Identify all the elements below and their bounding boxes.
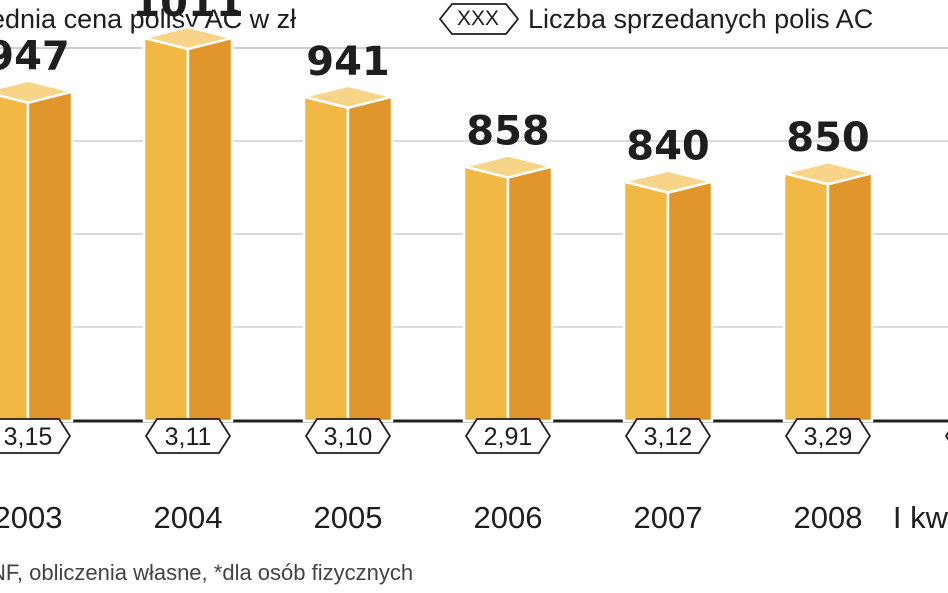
bar-front-face — [142, 36, 190, 423]
bar-top-face — [783, 160, 873, 186]
bar-top-face — [303, 84, 393, 110]
bar-value-label: 941 — [306, 39, 390, 85]
bar-front-face — [302, 95, 350, 423]
legend-hexagon-icon — [438, 3, 520, 35]
legend-count-marker-text: XXX — [456, 7, 500, 30]
count-value-label: 2,91 — [484, 423, 533, 451]
bar-value-label: 840 — [626, 124, 710, 170]
hexagon-icon — [624, 418, 712, 454]
bar-side-face — [666, 179, 714, 423]
x-tick-label: 2008 — [794, 500, 863, 535]
x-tick-label: 2005 — [314, 500, 383, 535]
bar-side-face — [826, 171, 874, 423]
legend-count-label: Liczba sprzedanych polis AC — [528, 4, 874, 34]
count-value-label: 3,12 — [644, 423, 693, 451]
count-value-label: 3,11 — [165, 423, 212, 451]
bar-value-label: 850 — [786, 115, 870, 161]
hexagon-icon — [144, 418, 232, 454]
hexagon-icon — [0, 418, 72, 454]
bar-2004 — [142, 25, 234, 423]
x-tick-label: I kw — [893, 500, 948, 535]
bar-2005 — [302, 84, 394, 423]
bar-side-face — [506, 164, 554, 423]
bar-front-face — [462, 164, 510, 423]
bar-side-face — [186, 36, 234, 423]
bar-top-face — [623, 169, 713, 194]
bar-front-face — [0, 94, 30, 423]
hexagon-icon — [304, 418, 392, 454]
x-tick-label: 2004 — [154, 500, 223, 535]
bar-front-face — [782, 171, 830, 423]
bar-side-face — [26, 90, 74, 423]
source-footnote: NF, obliczenia własne, *dla osób fizyczn… — [0, 560, 414, 585]
bar-2003 — [0, 79, 74, 423]
bar-top-face — [463, 154, 553, 179]
count-value-label: 3,15 — [4, 423, 53, 451]
bar-2006 — [462, 154, 554, 423]
count-badge-2004: 3,11 — [144, 418, 232, 454]
bar-top-face — [0, 79, 73, 105]
bar-side-face — [346, 95, 394, 423]
bars-layer — [0, 25, 874, 423]
bar-top-face — [143, 25, 233, 51]
bar-2007 — [622, 169, 714, 423]
count-badge-2008: 3,29 — [784, 418, 872, 454]
labels-layer: 947 3,15 2003 1011 3,11 2004 941 3,10 2005 858 2,9… — [0, 0, 948, 535]
x-tick-label: 2006 — [474, 500, 543, 535]
bar-front-face — [622, 179, 670, 423]
bar-value-label: 858 — [466, 108, 550, 154]
x-tick-label: 2007 — [634, 500, 703, 535]
hexagon-icon — [464, 418, 552, 454]
count-badge-2007: 3,12 — [624, 418, 712, 454]
legend-price-label: ednia cena polisy AC w zł — [0, 4, 297, 34]
count-badge-2005: 3,10 — [304, 418, 392, 454]
hexagon-icon — [784, 418, 872, 454]
count-value-label: 3,29 — [804, 423, 853, 451]
count-value-label: 3,10 — [324, 423, 373, 451]
bar-value-label: 1011 — [132, 0, 243, 26]
x-tick-label: 2003 — [0, 500, 62, 535]
count-badge-2003: 3,15 — [0, 418, 72, 454]
count-badge-2006: 2,91 — [464, 418, 552, 454]
bar-2008 — [782, 160, 874, 423]
bar-value-label: 947 — [0, 34, 70, 80]
